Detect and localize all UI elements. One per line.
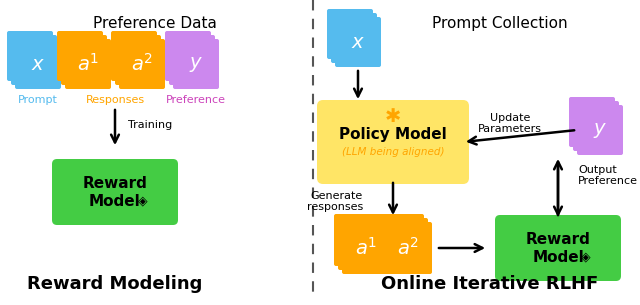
Text: Preference Data: Preference Data — [93, 16, 217, 31]
FancyBboxPatch shape — [334, 214, 382, 266]
Text: $a^1$: $a^1$ — [77, 53, 99, 75]
FancyBboxPatch shape — [65, 39, 111, 89]
Text: (LLM being aligned): (LLM being aligned) — [342, 147, 444, 157]
FancyBboxPatch shape — [111, 31, 157, 81]
FancyBboxPatch shape — [573, 101, 619, 151]
FancyBboxPatch shape — [165, 31, 211, 81]
Text: ◈: ◈ — [138, 195, 148, 207]
FancyBboxPatch shape — [115, 35, 161, 85]
Text: $a^2$: $a^2$ — [397, 237, 419, 259]
FancyBboxPatch shape — [169, 35, 215, 85]
Text: responses: responses — [307, 202, 363, 212]
FancyBboxPatch shape — [11, 35, 57, 85]
Text: Parameters: Parameters — [478, 124, 542, 134]
FancyBboxPatch shape — [495, 215, 621, 281]
Text: Online Iterative RLHF: Online Iterative RLHF — [381, 275, 598, 293]
Text: Model: Model — [532, 249, 584, 264]
FancyBboxPatch shape — [331, 13, 377, 63]
FancyBboxPatch shape — [61, 35, 107, 85]
Text: Generate: Generate — [311, 191, 363, 201]
Text: Training: Training — [128, 120, 172, 130]
FancyBboxPatch shape — [119, 39, 165, 89]
Text: $y$: $y$ — [189, 55, 203, 74]
FancyBboxPatch shape — [317, 100, 469, 184]
Text: ◈: ◈ — [581, 250, 591, 264]
FancyBboxPatch shape — [7, 31, 53, 81]
Text: Policy Model: Policy Model — [339, 127, 447, 142]
Text: Prompt: Prompt — [18, 95, 58, 105]
FancyBboxPatch shape — [57, 31, 103, 81]
FancyBboxPatch shape — [327, 9, 373, 59]
FancyBboxPatch shape — [577, 105, 623, 155]
FancyBboxPatch shape — [384, 222, 432, 274]
Text: $x$: $x$ — [31, 55, 45, 74]
Text: Preference: Preference — [578, 176, 638, 186]
Text: ✱: ✱ — [385, 106, 401, 125]
Text: Model: Model — [89, 193, 141, 209]
Text: Reward: Reward — [525, 231, 591, 246]
Text: $x$: $x$ — [351, 33, 365, 52]
Text: Output: Output — [578, 165, 617, 175]
Text: Responses: Responses — [85, 95, 145, 105]
Text: Prompt Collection: Prompt Collection — [432, 16, 568, 31]
Text: Preference: Preference — [166, 95, 226, 105]
FancyBboxPatch shape — [380, 218, 428, 270]
FancyBboxPatch shape — [338, 218, 386, 270]
FancyBboxPatch shape — [52, 159, 178, 225]
FancyBboxPatch shape — [569, 97, 615, 147]
FancyBboxPatch shape — [173, 39, 219, 89]
Text: $a^2$: $a^2$ — [131, 53, 153, 75]
FancyBboxPatch shape — [335, 17, 381, 67]
Text: $a^1$: $a^1$ — [355, 237, 377, 259]
FancyBboxPatch shape — [342, 222, 390, 274]
FancyBboxPatch shape — [15, 39, 61, 89]
FancyBboxPatch shape — [376, 214, 424, 266]
Text: Reward Modeling: Reward Modeling — [28, 275, 203, 293]
Text: Reward: Reward — [83, 175, 147, 191]
Text: Update: Update — [490, 113, 530, 123]
Text: $y$: $y$ — [593, 120, 607, 139]
